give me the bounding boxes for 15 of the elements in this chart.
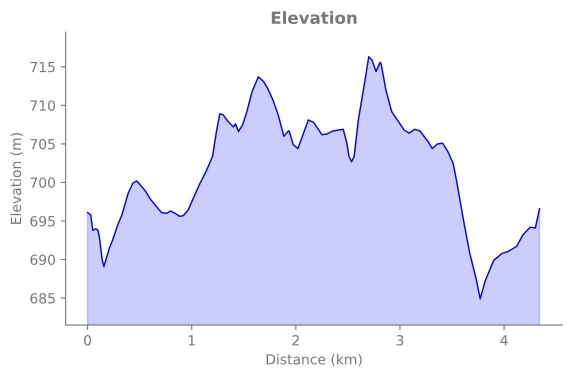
y-tick-label: 715: [30, 62, 55, 72]
x-tick-label: 2: [292, 335, 299, 346]
chart-title: Elevation: [272, 11, 356, 24]
y-axis-title: Elevation (m): [10, 133, 23, 224]
x-tick-label: 3: [396, 335, 404, 346]
y-tick-label: 695: [30, 216, 55, 226]
x-tick-label: 1: [188, 335, 195, 346]
y-tick-label: 700: [30, 177, 56, 188]
y-tick-label: 685: [30, 293, 55, 304]
y-tick-label: 690: [30, 254, 56, 266]
x-axis-title: Distance (km): [266, 354, 362, 366]
y-tick-label: 710: [30, 100, 56, 111]
y-tick-label: 705: [30, 138, 55, 150]
x-tick-label: 4: [500, 335, 508, 346]
x-tick-label: 0: [84, 335, 92, 346]
